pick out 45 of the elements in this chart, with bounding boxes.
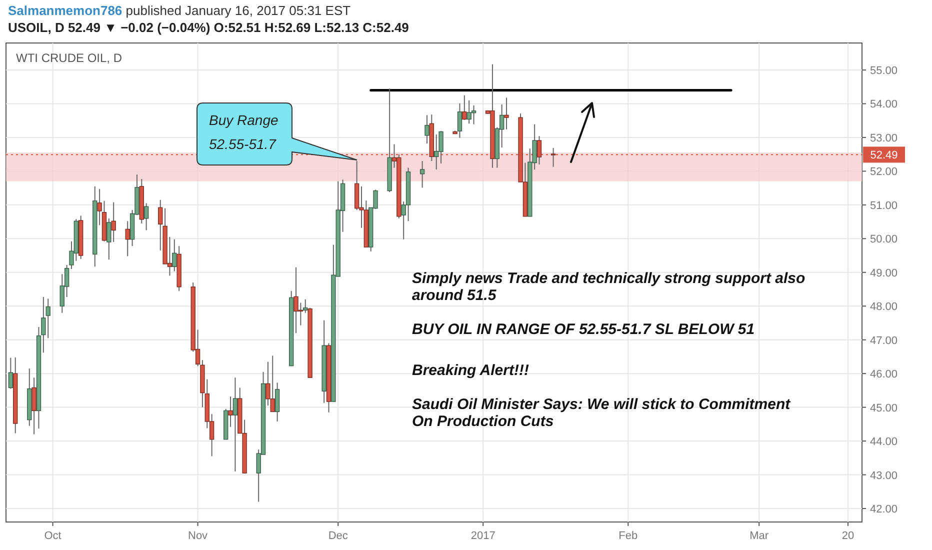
candlestick bbox=[232, 377, 238, 472]
x-tick-label: Oct bbox=[44, 530, 62, 542]
text: WTI CRUDE OIL, D bbox=[16, 51, 122, 65]
candlestick bbox=[41, 296, 46, 354]
candlestick bbox=[106, 218, 112, 260]
y-tick-label: 48.00 bbox=[870, 301, 898, 314]
candlestick bbox=[457, 102, 462, 138]
candlestick bbox=[8, 357, 14, 390]
candlestick bbox=[228, 396, 233, 428]
y-tick-label: 53.00 bbox=[870, 132, 898, 144]
ref-line-label: 52.49 bbox=[870, 150, 898, 162]
y-tick-label: 55.00 bbox=[870, 64, 898, 77]
text: USOIL, D 52.49 ▼ −0.02 (−0.04%) O:52.51 H:52.69 L:52.13 C:52.49 bbox=[8, 20, 409, 35]
x-tick-label: Mar bbox=[750, 530, 769, 542]
y-tick-label: 42.00 bbox=[870, 504, 898, 516]
annotation: Simply news Trade and technically strong support also around 51.5 bbox=[412, 270, 806, 304]
chart-subtitle: Salmanmemon786 published January 16, 2017 05:31 EST bbox=[8, 3, 351, 18]
y-tick-label: 50.00 bbox=[870, 234, 898, 246]
x-tick-label: 2017 bbox=[470, 530, 496, 542]
candlestick bbox=[172, 238, 177, 272]
candlestick bbox=[144, 202, 149, 231]
x-tick-label: 20 bbox=[842, 530, 854, 542]
y-tick-label: 44.00 bbox=[870, 436, 898, 448]
candlestick bbox=[303, 298, 308, 314]
y-tick-label: 45.00 bbox=[870, 402, 898, 414]
candlestick bbox=[125, 220, 130, 257]
annotation: BUY OIL IN RANGE OF 52.55-51.7 SL BELOW 51 bbox=[412, 321, 755, 338]
y-tick-label: 46.00 bbox=[870, 368, 898, 381]
y-tick-label: 52.00 bbox=[870, 166, 898, 178]
annotation: Buy Range 52.55-51.7 bbox=[209, 112, 278, 152]
candlestick bbox=[462, 94, 467, 120]
candlestick bbox=[504, 97, 509, 130]
y-tick-label: 43.00 bbox=[870, 470, 898, 482]
annotation: Breaking Alert!!! bbox=[412, 362, 529, 379]
x-tick-label: Feb bbox=[618, 530, 638, 542]
y-tick-label: 51.00 bbox=[870, 200, 898, 212]
candlestick bbox=[274, 382, 280, 422]
annotation: Saudi Oil Minister Says: We will stick to Commitment On Production Cuts bbox=[412, 396, 792, 430]
y-tick-label: 49.00 bbox=[870, 267, 898, 280]
y-tick-label: 47.00 bbox=[870, 334, 898, 347]
y-tick-label: 54.00 bbox=[870, 98, 898, 111]
x-tick-label: Nov bbox=[188, 530, 208, 542]
candlestick bbox=[424, 114, 430, 144]
x-tick-label: Dec bbox=[328, 530, 348, 542]
candlestick bbox=[420, 160, 425, 188]
